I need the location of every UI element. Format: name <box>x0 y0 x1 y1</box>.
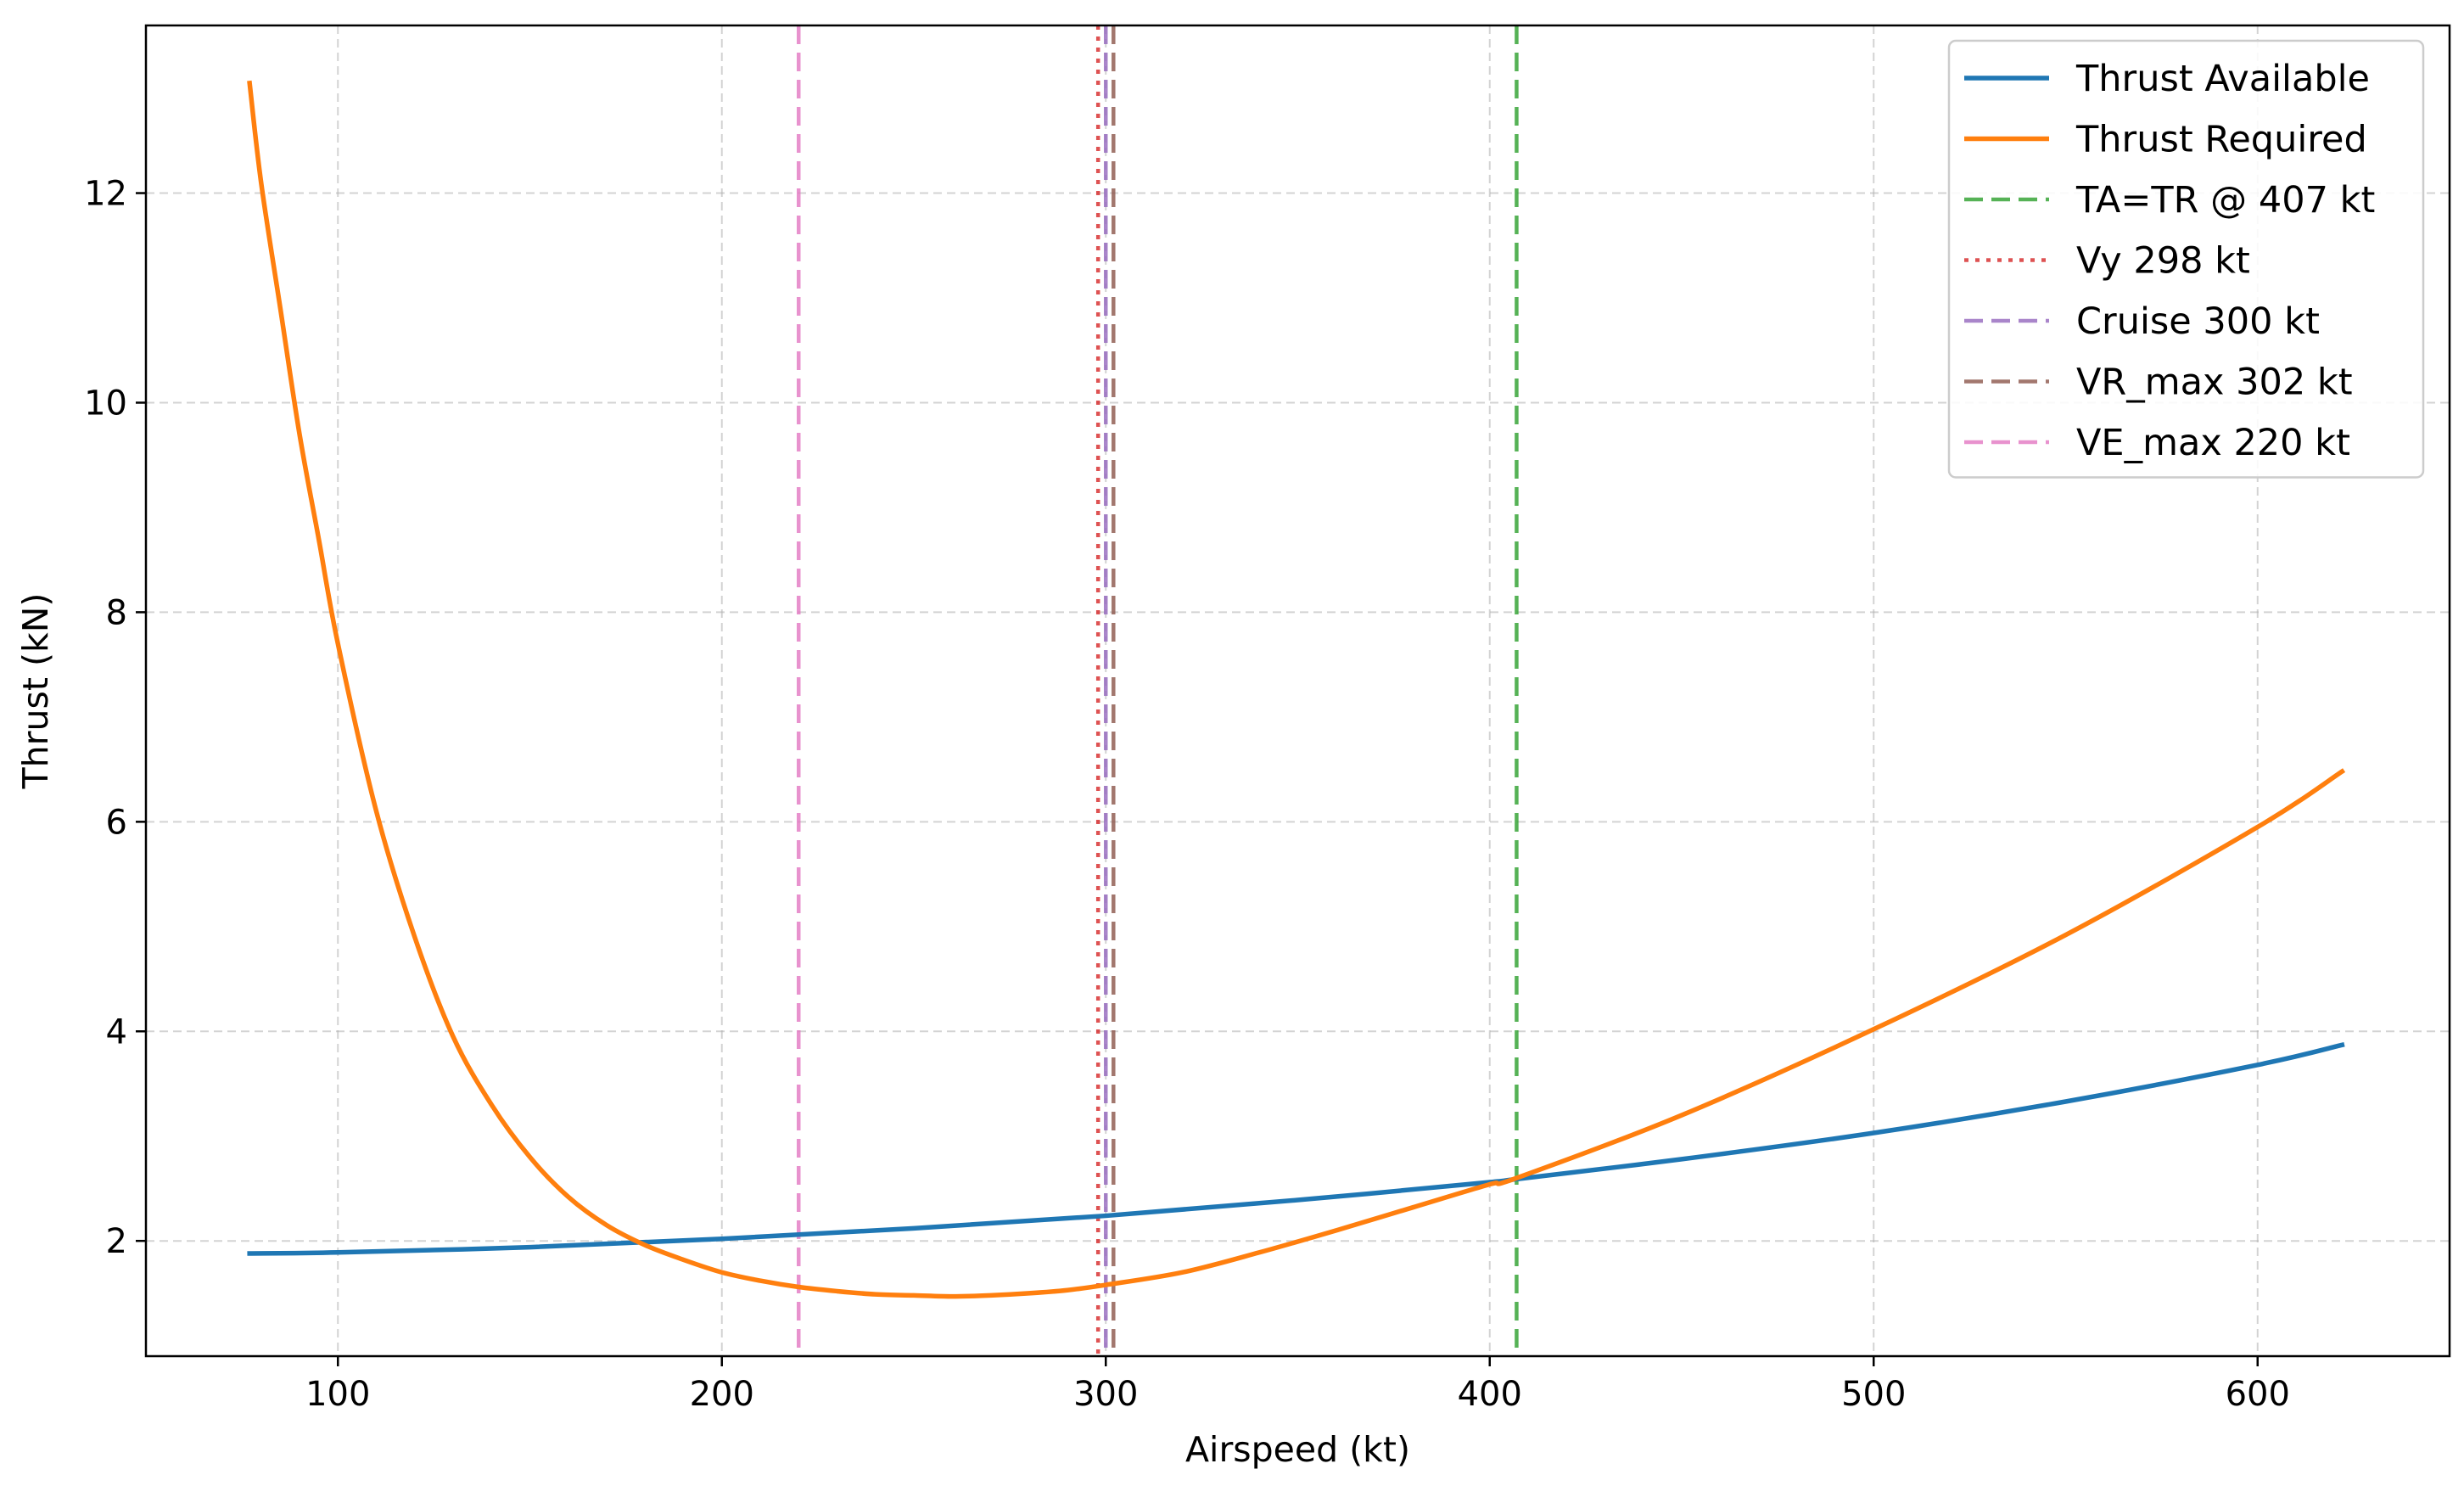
axes-frame <box>144 24 2451 1358</box>
x-tick-label: 200 <box>690 1375 754 1414</box>
series-layer <box>247 80 2346 1299</box>
y-tick-label: 4 <box>106 1012 127 1051</box>
x-tick-label: 500 <box>1841 1375 1906 1414</box>
legend: Thrust Available Thrust Required TA=TR @ 4… <box>1947 39 2425 479</box>
x-tick-label: 400 <box>1458 1375 1522 1414</box>
legend-label-vy-298-kt: Vy 298 kt <box>2076 240 2250 283</box>
legend-label-ta-tr-407-kt: TA=TR @ 407 kt <box>2075 179 2375 221</box>
y-tick-label: 12 <box>84 175 127 214</box>
plot-frame <box>144 24 2451 1358</box>
y-tick-label: 2 <box>106 1222 127 1261</box>
series-line-thrust-available <box>247 1042 2345 1256</box>
legend-label-thrust-required: Thrust Required <box>2075 119 2367 161</box>
legend-label-thrust-available: Thrust Available <box>2075 58 2370 100</box>
legend-box <box>1947 39 2425 479</box>
grid-layer <box>146 25 2450 1356</box>
x-tick-label: 300 <box>1073 1375 1138 1414</box>
vertical-lines-layer <box>797 25 1519 1356</box>
y-tick-label: 6 <box>106 803 127 842</box>
y-tick-label: 10 <box>84 384 127 423</box>
legend-label-ve-max-220-kt: VE_max 220 kt <box>2076 422 2350 464</box>
legend-label-cruise-300-kt: Cruise 300 kt <box>2076 300 2320 343</box>
y-tick-label: 8 <box>106 593 127 632</box>
legend-label-vr-max-302-kt: VR_max 302 kt <box>2076 362 2353 404</box>
x-tick-label: 100 <box>305 1375 370 1414</box>
y-axis-label: Thrust (kN) <box>15 593 56 790</box>
x-tick-label: 600 <box>2226 1375 2290 1414</box>
ticks-layer: 100 200 300 400 500 600 2 4 6 8 10 12 <box>84 175 2290 1414</box>
x-axis-label: Airspeed (kt) <box>1185 1429 1410 1470</box>
series-line-thrust-required <box>247 80 2346 1299</box>
